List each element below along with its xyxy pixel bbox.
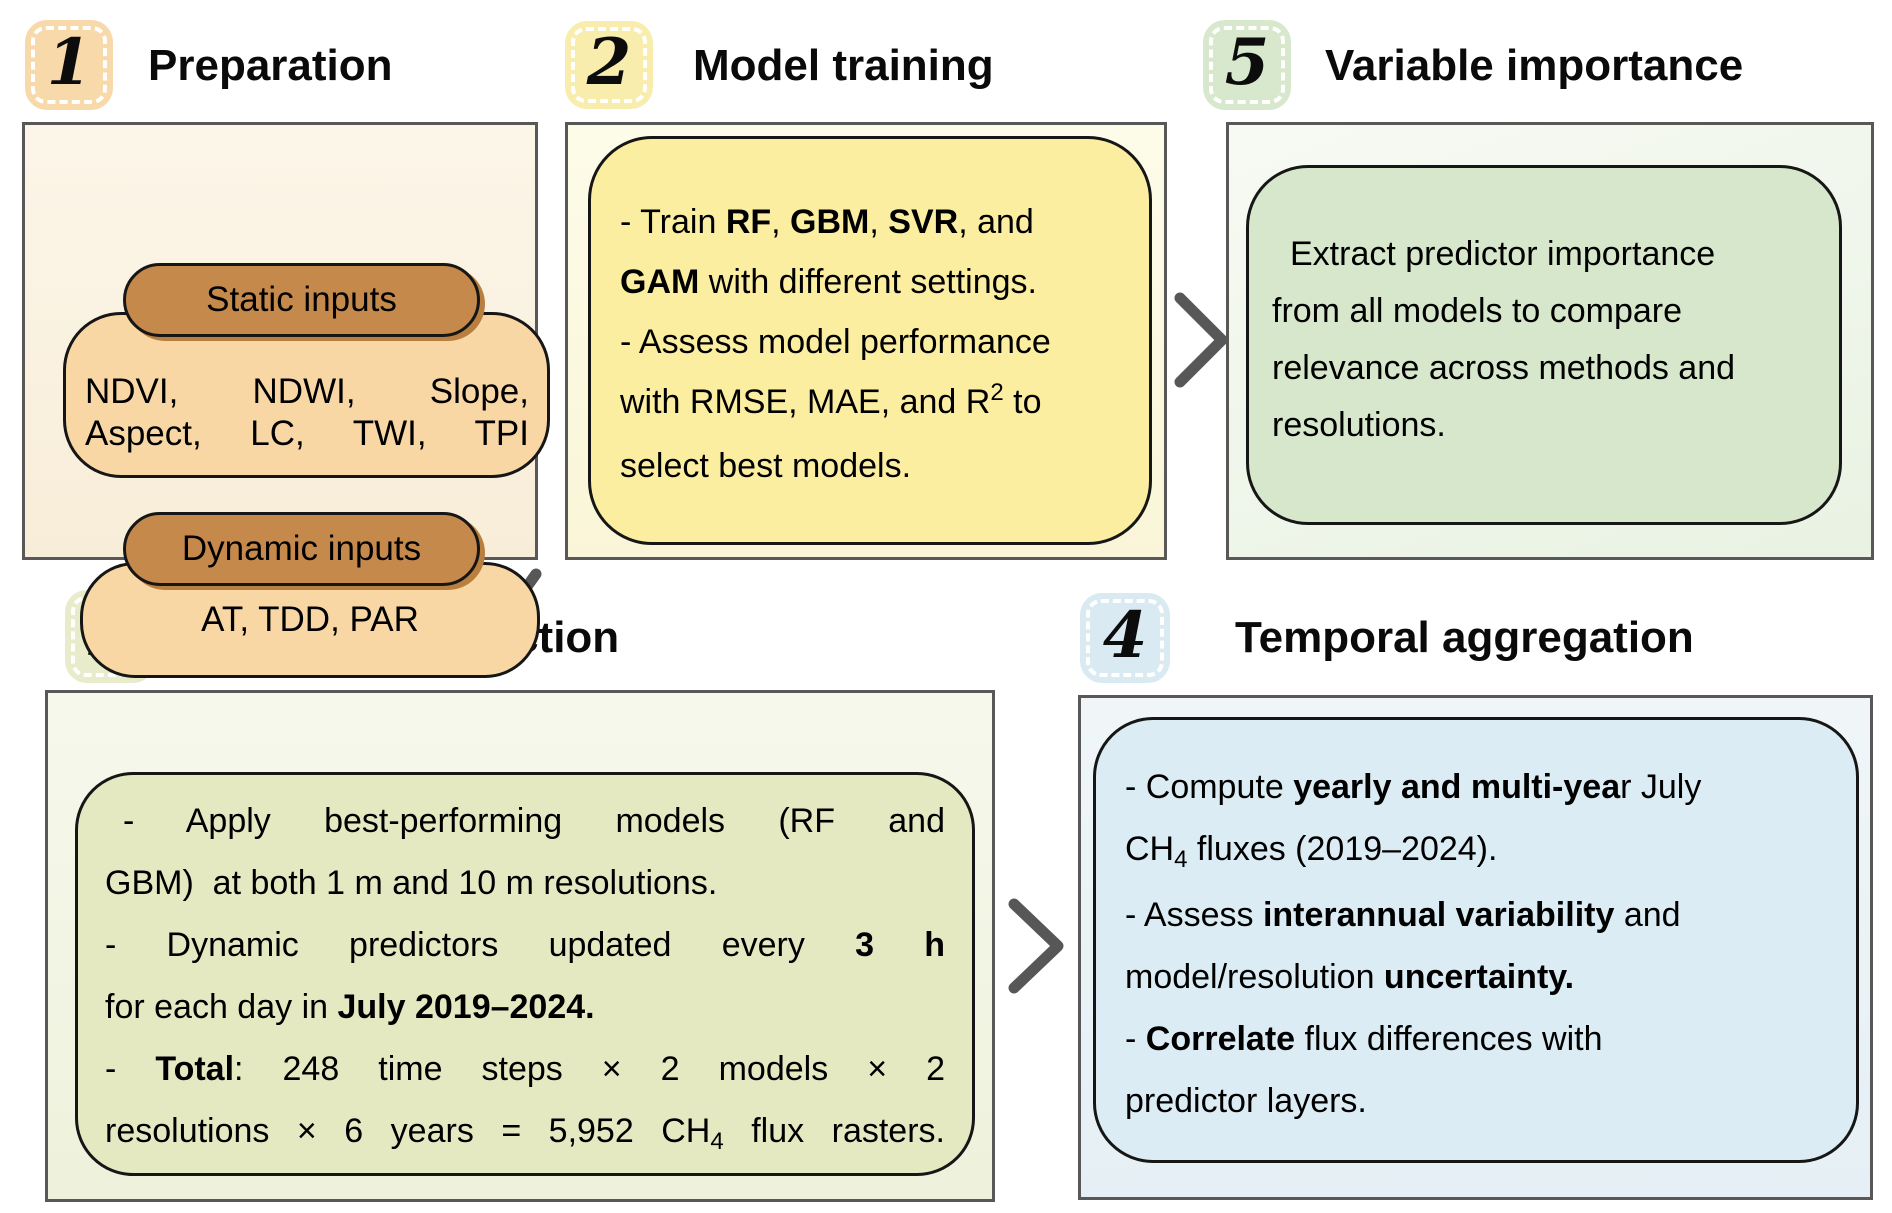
step5-number: 5 [1224, 25, 1270, 100]
step5-badge: 5 [1203, 20, 1291, 110]
step2-content-box [588, 136, 1152, 545]
step4-number: 4 [1102, 598, 1148, 673]
step2-title: Model training [693, 41, 994, 90]
step1-number: 1 [46, 25, 92, 100]
step4-badge: 4 [1080, 593, 1170, 683]
step5-title: Variable importance [1325, 41, 1744, 90]
step1-panel: Static inputs NDVI, NDWI, Slope, Aspect, … [22, 122, 550, 678]
dynamic-inputs-list: AT, TDD, PAR [80, 580, 540, 660]
dynamic-inputs-label: Dynamic inputs [181, 529, 422, 568]
step5-text: Extract predictor importance from all mod… [1272, 235, 1736, 444]
dynamic-inputs-pill: Dynamic inputs [123, 512, 480, 586]
step4-title: Temporal aggregation [1235, 613, 1694, 662]
dynamic-inputs-text: AT, TDD, PAR [201, 600, 419, 639]
static-inputs-pill: Static inputs [123, 263, 480, 337]
step1-title: Preparation [148, 41, 393, 90]
step2-number: 2 [586, 25, 632, 100]
static-inputs-label: Static inputs [206, 280, 397, 319]
arrow-right-step2-to-step5-icon [1174, 292, 1228, 388]
step1-badge: 1 [25, 20, 113, 110]
step4-text: - Compute yearly and multi-year July CH4 … [1125, 768, 1702, 1120]
step5-content-box [1246, 165, 1842, 525]
step4-content-box [1093, 717, 1859, 1163]
step2-text: - Train RF, GBM, SVR, and GAM with differ… [620, 203, 1051, 485]
arrow-right-step3-to-step4-icon [1008, 898, 1064, 994]
step3-text: - Apply best-performing models (RF and GB… [105, 802, 946, 1155]
static-inputs-list: NDVI, NDWI, Slope, Aspect, LC, TWI, TPI [85, 372, 529, 453]
step2-badge: 2 [565, 21, 653, 109]
step3-content-box [75, 772, 975, 1176]
